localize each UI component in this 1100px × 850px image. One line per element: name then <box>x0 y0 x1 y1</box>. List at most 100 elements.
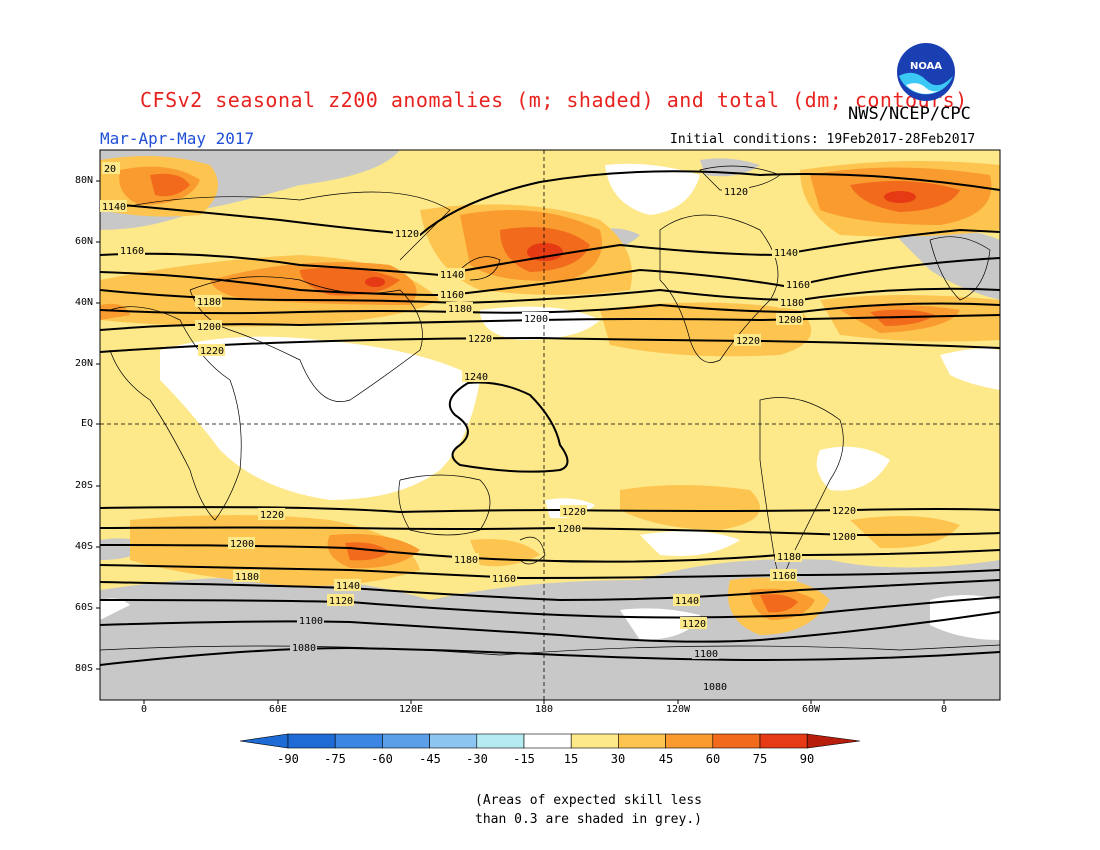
svg-text:1180: 1180 <box>454 555 478 566</box>
svg-text:1160: 1160 <box>492 574 516 585</box>
svg-text:1240: 1240 <box>464 372 488 383</box>
svg-text:1220: 1220 <box>832 506 856 517</box>
skill-note-line: than 0.3 are shaded in grey.) <box>475 812 702 827</box>
contour-label: 1220 <box>560 505 587 518</box>
logo-text: NOAA <box>910 61 942 72</box>
lon-label: 120E <box>398 704 424 715</box>
colorbar-label: -90 <box>277 752 299 766</box>
contour-label: 1080 <box>290 641 317 654</box>
svg-text:1100: 1100 <box>299 616 323 627</box>
contour-label: 1220 <box>830 504 857 517</box>
contour-label: 1220 <box>734 334 761 347</box>
lon-label: 0 <box>140 704 148 715</box>
reference-gridlines <box>100 150 1000 700</box>
lat-label: 60N <box>74 236 93 247</box>
svg-text:1180: 1180 <box>235 572 259 583</box>
svg-text:1160: 1160 <box>120 246 144 257</box>
svg-text:1120: 1120 <box>329 596 353 607</box>
svg-text:1180: 1180 <box>777 552 801 563</box>
colorbar-arrow-low <box>239 733 289 749</box>
contour-label: 1180 <box>233 570 260 583</box>
contour-label: 1140 <box>334 579 361 592</box>
colorbar-swatch <box>523 733 572 749</box>
contour-label: 1160 <box>438 288 465 301</box>
svg-text:1120: 1120 <box>724 187 748 198</box>
contour-label: 1160 <box>770 569 797 582</box>
lat-label: 20S <box>74 480 93 491</box>
svg-text:1100: 1100 <box>694 649 718 660</box>
svg-text:20: 20 <box>104 164 116 175</box>
svg-text:1140: 1140 <box>102 202 126 213</box>
contour-label: 1080 <box>701 680 728 693</box>
svg-text:1200: 1200 <box>524 314 548 325</box>
skill-note: (Areas of expected skill less than 0.3 a… <box>475 791 702 829</box>
svg-text:1220: 1220 <box>736 336 760 347</box>
contour-label: 1120 <box>327 594 354 607</box>
colorbar-swatch <box>712 733 761 749</box>
season-label: Mar-Apr-May 2017 <box>100 129 255 148</box>
svg-text:1120: 1120 <box>682 619 706 630</box>
contour-label: 1220 <box>198 344 225 357</box>
svg-text:1180: 1180 <box>197 297 221 308</box>
contour-label: 1140 <box>438 268 465 281</box>
colorbar-label: -45 <box>419 752 441 766</box>
colorbar-swatch <box>618 733 666 749</box>
initial-conditions-label: Initial conditions: 19Feb2017-28Feb2017 <box>670 132 976 147</box>
contour-label: 1200 <box>555 522 582 535</box>
svg-text:1160: 1160 <box>786 280 810 291</box>
colorbar-swatch <box>334 733 383 749</box>
lat-label: 60S <box>74 602 93 613</box>
agency-label: NWS/NCEP/CPC <box>848 104 971 124</box>
colorbar-label: 30 <box>610 752 626 766</box>
svg-text:1160: 1160 <box>440 290 464 301</box>
colorbar-swatch <box>476 733 525 749</box>
anomaly-75-90-areas <box>365 191 916 287</box>
contour-label: 1200 <box>522 312 549 325</box>
colorbar <box>239 733 861 749</box>
contour-label: 1160 <box>118 244 145 257</box>
lon-label: 60W <box>801 704 821 715</box>
contour-label: 1140 <box>772 246 799 259</box>
colorbar-swatch <box>570 733 619 749</box>
chart-title: CFSv2 seasonal z200 anomalies (m; shaded… <box>140 88 968 112</box>
colorbar-swatch <box>287 733 336 749</box>
contour-label: 1240 <box>462 370 489 383</box>
contour-label: 1180 <box>452 553 479 566</box>
lat-label: EQ <box>80 418 93 429</box>
contour-label: 1120 <box>722 185 749 198</box>
lat-label: 40S <box>74 541 93 552</box>
lon-label: 180 <box>534 704 554 715</box>
colorbar-label: -60 <box>371 752 393 766</box>
contour-label: 1100 <box>297 614 324 627</box>
svg-text:1200: 1200 <box>230 539 254 550</box>
svg-text:1200: 1200 <box>832 532 856 543</box>
colorbar-arrow-high <box>806 733 861 749</box>
contour-label: 1120 <box>680 617 707 630</box>
lon-label: 0 <box>940 704 948 715</box>
svg-text:1160: 1160 <box>772 571 796 582</box>
lat-label: 80N <box>74 175 93 186</box>
contour-label: 1120 <box>393 227 420 240</box>
colorbar-label: 90 <box>799 752 815 766</box>
svg-text:1220: 1220 <box>562 507 586 518</box>
svg-text:1120: 1120 <box>395 229 419 240</box>
contour-label: 1180 <box>775 550 802 563</box>
contour-label: 1180 <box>778 296 805 309</box>
skill-note-line: (Areas of expected skill less <box>475 793 702 808</box>
colorbar-label: 60 <box>705 752 721 766</box>
colorbar-label: -30 <box>466 752 488 766</box>
colorbar-label: 75 <box>752 752 768 766</box>
svg-text:1200: 1200 <box>778 315 802 326</box>
contour-label: 1200 <box>228 537 255 550</box>
noaa-logo: NOAA <box>897 43 955 101</box>
contour-label: 1220 <box>258 508 285 521</box>
contour-label: 1160 <box>784 278 811 291</box>
lon-label: 60E <box>268 704 288 715</box>
colorbar-swatch <box>429 733 478 749</box>
svg-text:1220: 1220 <box>200 346 224 357</box>
colorbar-swatch <box>759 733 808 749</box>
contour-label: 1160 <box>490 572 517 585</box>
contour-label: 1100 <box>692 647 719 660</box>
colorbar-swatch <box>665 733 714 749</box>
